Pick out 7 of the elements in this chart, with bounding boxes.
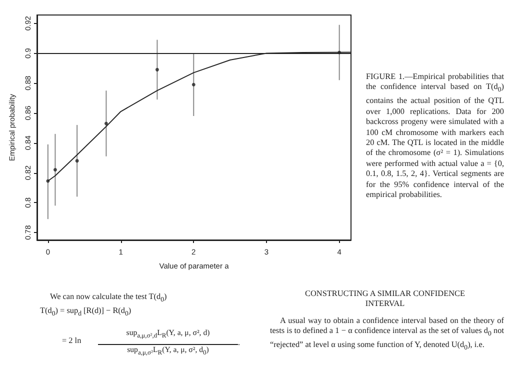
text: A usual way to obtain a confidence interval based on the theory of tests is to defined a 1 − α confidence interval as the set of values d$_{0}$ not “rejected” at level α using some function of Y, denoted U(d$_{0}$), i.e. — [270, 316, 504, 352]
text: CONSTRUCTING A SIMILAR CONFIDENCE INTERVAL — [304, 289, 466, 310]
text: FIGURE 1.—Empirical probabilities that the confidence interval based on T(d$_{0}$) contains the actual position of the QTL over 1,000 replications. Data for 200 backcross progeny were simulated with a 100 cM chromosome with markers each 20 cM. The QTL is located in the middle of the chromosome (σ² = 1). Simulations were performed with actual value a = {0, 0.1, 0.8, 1.5, 2, 4}. Vertical segments are for the 95% confidence interval of the empirical probabilities. — [366, 72, 504, 200]
text: We can now calculate the test T(d$_{0}$) — [50, 292, 168, 306]
text: . — [238, 338, 242, 348]
text: T(d$_{0}$) = sup$_{d}$ [R(d)] − R(d$_{0}$) — [40, 306, 132, 320]
text: = 2 ln — [62, 336, 82, 346]
